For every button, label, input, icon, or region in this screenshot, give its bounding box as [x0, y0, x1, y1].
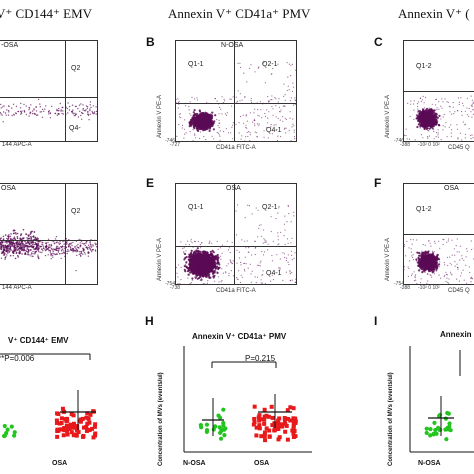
quadrant-q2: Q2-1	[262, 204, 278, 211]
y-min-tick: -754	[394, 281, 405, 287]
column-title-emv: V⁺ CD144⁺ EMV	[0, 6, 92, 22]
scatter-emv-osa	[0, 228, 97, 260]
x-category-osa: OSA	[52, 460, 68, 467]
gate-line-horizontal	[176, 103, 296, 104]
dotplot-emv	[0, 353, 98, 440]
quadrant-q4: Q4-1	[266, 127, 282, 134]
y-axis-label: Concentration of MVs (events/ul)	[388, 372, 394, 466]
gate-line-horizontal	[176, 246, 296, 247]
dotplot-title: V⁺ CD144⁺ EMV	[8, 336, 69, 345]
scatter-pmv-osa	[176, 204, 296, 284]
panel-letter-e: E	[146, 176, 155, 190]
quadrant-q4: Q4-	[69, 125, 81, 132]
y-axis-label: Annexin V PE-A	[157, 237, 163, 281]
column-title-third: Annexin V⁺ (	[398, 6, 470, 21]
x-category-osa: OSA	[254, 460, 270, 467]
plot-title: -OSA	[1, 42, 19, 49]
plot-title: OSA	[444, 185, 459, 192]
dotplot-title: Annexin V⁺ CD41a⁺ PMV	[192, 332, 287, 341]
panel-letter-b: B	[146, 35, 155, 49]
gate-line-horizontal	[404, 234, 474, 235]
emv-prefix: V⁺	[0, 6, 13, 21]
quadrant-q2: Q2	[71, 208, 81, 215]
quadrant-q4: Q4-1	[266, 270, 282, 277]
flow-plot-third-nosa: Q1-2	[403, 40, 474, 142]
quadrant-q1: Q1-1	[188, 61, 204, 68]
y-axis-label: Annexin V PE-A	[385, 94, 391, 138]
x-min-tick: -727	[170, 142, 181, 148]
flow-plot-pmv-nosa: N-OSA Q1-1 Q2-1 Q4-1	[175, 40, 297, 142]
flow-plot-emv-osa: OSA Q2 -	[0, 183, 98, 285]
x-ticks: -10² 0 10²	[418, 142, 440, 148]
gate-line-horizontal	[404, 91, 474, 92]
y-axis-label: Annexin V PE-A	[385, 237, 391, 281]
x-axis-label: 144 APC-A	[2, 142, 32, 148]
y-axis-label: Concentration of MVs (events/ul)	[158, 372, 164, 466]
quadrant-q2: Q2-1	[262, 61, 278, 68]
y-axis-label: Annexin V PE-A	[157, 94, 163, 138]
emv-label: CD144⁺ EMV	[15, 6, 93, 21]
panel-letter-c: C	[374, 35, 383, 49]
x-axis-label: CD45 Q	[448, 288, 470, 294]
x-category-nosa: N-OSA	[183, 460, 206, 467]
x-axis-label: CD41a FITC-A	[216, 145, 256, 151]
gate-line-vertical	[65, 184, 66, 284]
x-axis-label: CD45 Q	[448, 145, 470, 151]
quadrant-q4: -	[75, 268, 78, 275]
x-min-tick: -738	[170, 285, 181, 291]
flow-plot-third-osa: OSA Q1-2	[403, 183, 474, 285]
p-value: P=0.215	[245, 354, 276, 363]
x-category-nosa: N-OSA	[418, 460, 441, 467]
x-min-tick: -388	[400, 285, 411, 291]
gate-line-vertical	[234, 184, 235, 284]
x-min-tick: -388	[400, 142, 411, 148]
gate-line-horizontal	[0, 97, 97, 98]
flow-plot-pmv-osa: OSA Q1-1 Q2-1 Q4-1	[175, 183, 297, 285]
flow-plot-emv-nosa: -OSA Q2 Q4-	[0, 40, 98, 142]
pmv-label: CD41a⁺ PMV	[235, 6, 311, 21]
quadrant-q1: Q1-1	[188, 204, 204, 211]
quadrant-q1: Q1-2	[416, 206, 432, 213]
scatter-pmv-nosa	[176, 61, 296, 141]
y-min-tick: -746	[394, 138, 405, 144]
x-ticks: -10² 0 10²	[418, 285, 440, 291]
scatter-third-nosa	[404, 95, 474, 141]
gate-line-vertical	[65, 41, 66, 141]
gate-line-horizontal	[0, 240, 97, 241]
plot-title: N-OSA	[221, 42, 244, 49]
panel-letter-f: F	[374, 176, 382, 190]
dotplot-pmv	[183, 346, 312, 453]
plot-title: OSA	[226, 185, 241, 192]
x-axis-label: 144 APC-A	[2, 285, 32, 291]
p-value: **P=0.006	[0, 354, 35, 363]
scatter-third-osa	[404, 238, 474, 284]
y-min-tick: -754	[165, 281, 176, 287]
plot-title: OSA	[1, 185, 16, 192]
panel-letter-i: I	[374, 314, 378, 328]
pmv-prefix: Annexin V⁺	[168, 6, 236, 21]
x-axis-label: CD41a FITC-A	[216, 288, 256, 294]
gate-line-vertical	[234, 41, 235, 141]
column-title-pmv: Annexin V⁺ CD41a⁺ PMV	[168, 6, 310, 22]
dotplot-title: Annexin	[440, 330, 472, 339]
dotplot-third	[409, 346, 474, 453]
quadrant-q1: Q1-2	[416, 63, 432, 70]
quadrant-q2: Q2	[71, 65, 81, 72]
y-min-tick: -746	[165, 138, 176, 144]
scatter-emv-nosa	[0, 98, 97, 123]
panel-letter-h: H	[145, 314, 154, 328]
